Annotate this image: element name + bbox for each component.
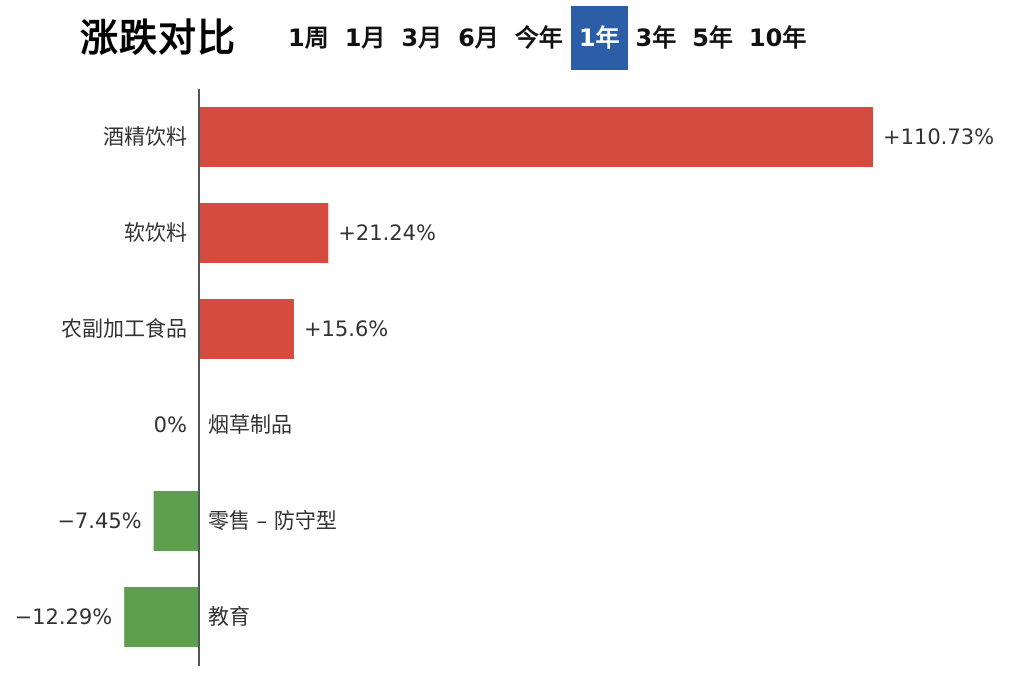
category-label: 烟草制品 bbox=[208, 413, 292, 437]
bar bbox=[153, 491, 199, 551]
value-label: +21.24% bbox=[338, 221, 436, 245]
value-label: +15.6% bbox=[304, 317, 388, 341]
tab-10-years[interactable]: 10年 bbox=[748, 24, 807, 52]
value-label: −7.45% bbox=[57, 509, 141, 533]
tab-1-month[interactable]: 1月 bbox=[344, 24, 386, 52]
bar bbox=[199, 107, 873, 167]
value-label: 0% bbox=[154, 413, 187, 437]
tab-6-months[interactable]: 6月 bbox=[458, 24, 499, 52]
chart-title: 涨跌对比 bbox=[80, 16, 237, 60]
tab-5-years[interactable]: 5年 bbox=[692, 24, 733, 52]
tab-3-years[interactable]: 3年 bbox=[635, 24, 677, 52]
category-label: 软饮料 bbox=[124, 221, 187, 245]
category-label: 农副加工食品 bbox=[61, 317, 187, 341]
tab-3-months[interactable]: 3月 bbox=[401, 24, 443, 52]
bar bbox=[199, 203, 329, 263]
period-tabs: 1周 1月 3月 6月 今年 1年 3年 5年 10年 bbox=[280, 6, 814, 70]
tab-year-to-date[interactable]: 今年 bbox=[514, 24, 563, 52]
category-label: 教育 bbox=[208, 605, 250, 629]
value-label: −12.29% bbox=[15, 605, 113, 629]
bar bbox=[124, 587, 199, 647]
bar-chart: 酒精饮料 +110.73% 软饮料 +21.24% 农副加工食品 +15.6% 烟草制品 0%… bbox=[15, 89, 994, 666]
tab-1-year[interactable]: 1年 bbox=[570, 6, 628, 70]
value-label: +110.73% bbox=[883, 125, 994, 149]
tab-1-week[interactable]: 1周 bbox=[288, 24, 329, 52]
category-label: 零售 – 防守型 bbox=[208, 509, 337, 533]
category-label: 酒精饮料 bbox=[103, 125, 187, 149]
bar bbox=[199, 299, 294, 359]
chart-header: 涨跌对比 1周 1月 3月 6月 今年 1年 3年 5年 10年 bbox=[0, 0, 1020, 80]
